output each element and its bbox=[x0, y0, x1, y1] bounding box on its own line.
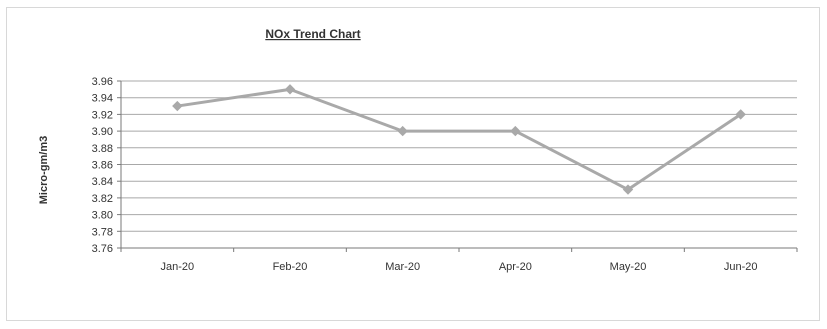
y-tick-label: 3.96 bbox=[92, 76, 113, 88]
data-point-marker bbox=[397, 125, 408, 137]
data-point-marker bbox=[510, 125, 521, 137]
y-tick-label: 3.82 bbox=[92, 193, 113, 205]
data-point-marker bbox=[735, 109, 746, 120]
y-tick-label: 3.76 bbox=[92, 243, 113, 255]
x-tick-label: Jun-20 bbox=[724, 261, 758, 273]
y-tick-label: 3.84 bbox=[92, 176, 113, 188]
y-tick-label: 3.90 bbox=[92, 126, 113, 138]
data-point-marker bbox=[622, 184, 634, 195]
y-tick-label: 3.88 bbox=[92, 143, 113, 155]
series-line bbox=[177, 87, 742, 192]
x-tick-label: Apr-20 bbox=[499, 261, 532, 273]
y-tick-label: 3.80 bbox=[92, 210, 113, 222]
gridlines bbox=[121, 80, 797, 249]
x-tick-label: May-20 bbox=[610, 261, 647, 273]
y-tick-label: 3.86 bbox=[92, 160, 113, 172]
x-tick-labels: Jan-20 Feb-20 Mar-20 Apr-20 May-20 Jun-20 bbox=[161, 261, 758, 273]
y-tick-label: 3.94 bbox=[92, 93, 113, 105]
y-tick-label: 3.92 bbox=[92, 109, 113, 121]
x-tick-label: Jan-20 bbox=[161, 261, 195, 273]
x-tick-label: Feb-20 bbox=[273, 261, 308, 273]
axes bbox=[117, 80, 798, 252]
y-tick-label: 3.78 bbox=[92, 226, 113, 238]
y-tick-labels: 3.96 3.94 3.92 3.90 3.88 3.86 3.84 3.82 3.80 3.78… bbox=[92, 76, 113, 255]
y-axis-label: Micro-gm/m3 bbox=[38, 136, 50, 204]
series-line bbox=[172, 84, 746, 195]
chart-title: NOx Trend Chart bbox=[265, 27, 360, 41]
data-point-marker bbox=[284, 84, 296, 95]
x-tick-label: Mar-20 bbox=[385, 261, 420, 273]
data-point-marker bbox=[172, 100, 183, 112]
